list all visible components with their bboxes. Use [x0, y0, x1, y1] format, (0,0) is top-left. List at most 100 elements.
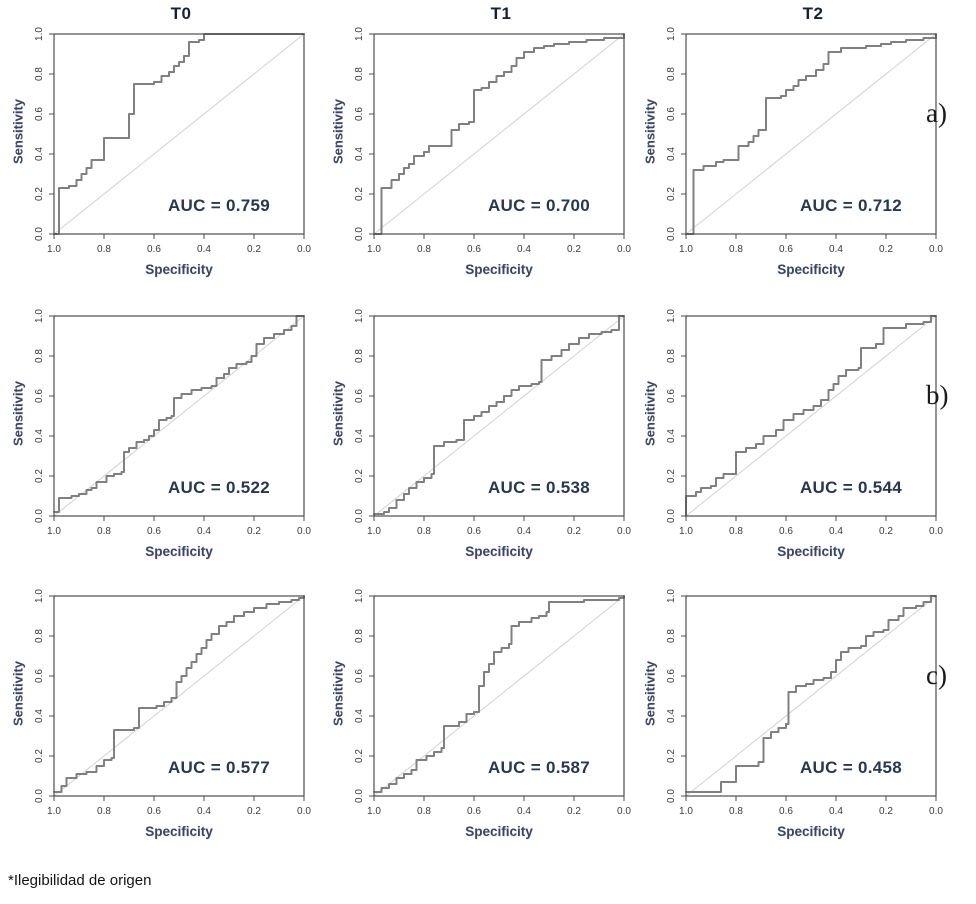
- svg-text:0.2: 0.2: [567, 526, 581, 537]
- svg-text:1.0: 1.0: [47, 806, 61, 817]
- svg-text:0.0: 0.0: [297, 244, 311, 255]
- svg-text:0.0: 0.0: [354, 789, 365, 803]
- svg-text:0.2: 0.2: [247, 526, 261, 537]
- roc-panel-c-t1: 1.0 0.8 0.6 0.4 0.2 0.0 0.0 0.2 0.4 0.6 0.8 1.0 Sen…: [328, 588, 640, 860]
- roc-plot-svg: 1.0 0.8 0.6 0.4 0.2 0.0 0.0 0.2 0.4 0.6 0.8 1.0: [34, 27, 311, 255]
- svg-text:0.2: 0.2: [247, 806, 261, 817]
- auc-value-label: AUC = 0.577: [167, 758, 271, 777]
- svg-text:0.6: 0.6: [34, 107, 45, 121]
- svg-text:0.6: 0.6: [666, 389, 677, 403]
- svg-text:1.0: 1.0: [354, 309, 365, 323]
- svg-text:0.8: 0.8: [417, 244, 431, 255]
- x-axis-label: Specificity: [145, 544, 213, 559]
- svg-text:0.8: 0.8: [666, 349, 677, 363]
- roc-plot-svg: 1.0 0.8 0.6 0.4 0.2 0.0 0.0 0.2 0.4 0.6 0.8 1.0: [666, 309, 943, 537]
- svg-text:1.0: 1.0: [34, 589, 45, 603]
- svg-text:0.0: 0.0: [666, 789, 677, 803]
- svg-text:0.2: 0.2: [879, 244, 893, 255]
- roc-panel-a-t1: T1 1.0 0.8 0.6 0.4 0.2 0.0 0.0 0.2 0.4 0.6 0.8 1.0 …: [328, 2, 640, 298]
- svg-text:1.0: 1.0: [679, 244, 693, 255]
- svg-text:0.8: 0.8: [354, 349, 365, 363]
- svg-text:0.2: 0.2: [247, 244, 261, 255]
- svg-text:1.0: 1.0: [666, 27, 677, 41]
- svg-text:0.2: 0.2: [666, 469, 677, 483]
- svg-text:1.0: 1.0: [34, 27, 45, 41]
- svg-text:0.2: 0.2: [34, 469, 45, 483]
- x-axis-label: Specificity: [777, 262, 845, 277]
- x-axis-label: Specificity: [777, 544, 845, 559]
- svg-text:0.0: 0.0: [666, 227, 677, 241]
- svg-text:0.4: 0.4: [197, 244, 211, 255]
- svg-text:0.4: 0.4: [197, 806, 211, 817]
- svg-text:0.6: 0.6: [34, 389, 45, 403]
- roc-plot-svg: 1.0 0.8 0.6 0.4 0.2 0.0 0.0 0.2 0.4 0.6 0.8 1.0: [354, 309, 631, 537]
- svg-text:0.8: 0.8: [666, 67, 677, 81]
- svg-text:1.0: 1.0: [367, 244, 381, 255]
- svg-text:0.0: 0.0: [617, 806, 631, 817]
- svg-text:0.6: 0.6: [666, 107, 677, 121]
- auc-value-label: AUC = 0.700: [487, 196, 591, 215]
- svg-text:0.0: 0.0: [297, 526, 311, 537]
- svg-text:0.6: 0.6: [779, 806, 793, 817]
- svg-text:0.6: 0.6: [779, 526, 793, 537]
- svg-text:0.8: 0.8: [729, 526, 743, 537]
- svg-text:0.2: 0.2: [567, 244, 581, 255]
- roc-panel-c-t0: 1.0 0.8 0.6 0.4 0.2 0.0 0.0 0.2 0.4 0.6 0.8 1.0 Sen…: [8, 588, 320, 860]
- svg-text:0.4: 0.4: [829, 526, 843, 537]
- panel-title-t2: T2: [802, 4, 824, 23]
- x-axis-label: Specificity: [465, 824, 533, 839]
- svg-text:0.0: 0.0: [617, 244, 631, 255]
- auc-value-label: AUC = 0.522: [167, 478, 271, 497]
- svg-text:1.0: 1.0: [354, 27, 365, 41]
- auc-value-label: AUC = 0.544: [799, 478, 903, 497]
- svg-text:0.0: 0.0: [929, 244, 943, 255]
- svg-text:0.2: 0.2: [354, 749, 365, 763]
- svg-text:0.0: 0.0: [354, 509, 365, 523]
- svg-text:0.4: 0.4: [354, 429, 365, 443]
- svg-text:0.4: 0.4: [829, 244, 843, 255]
- x-axis-label: Specificity: [145, 824, 213, 839]
- svg-text:0.0: 0.0: [617, 526, 631, 537]
- row-label-a: a): [926, 98, 947, 128]
- svg-text:0.6: 0.6: [354, 389, 365, 403]
- svg-text:0.8: 0.8: [354, 629, 365, 643]
- x-axis-label: Specificity: [465, 262, 533, 277]
- svg-text:0.4: 0.4: [829, 806, 843, 817]
- svg-text:0.4: 0.4: [666, 147, 677, 161]
- row-label-c: c): [926, 660, 947, 690]
- svg-text:0.8: 0.8: [666, 629, 677, 643]
- y-axis-label: Sensitivity: [330, 660, 346, 727]
- svg-text:0.0: 0.0: [929, 806, 943, 817]
- svg-text:0.6: 0.6: [354, 669, 365, 683]
- svg-text:0.2: 0.2: [34, 187, 45, 201]
- auc-value-label: AUC = 0.587: [487, 758, 591, 777]
- svg-text:1.0: 1.0: [34, 309, 45, 323]
- svg-text:1.0: 1.0: [367, 526, 381, 537]
- svg-text:1.0: 1.0: [47, 244, 61, 255]
- svg-text:0.2: 0.2: [567, 806, 581, 817]
- svg-text:0.0: 0.0: [666, 509, 677, 523]
- svg-text:0.4: 0.4: [517, 526, 531, 537]
- svg-text:0.8: 0.8: [97, 244, 111, 255]
- x-axis-label: Specificity: [465, 544, 533, 559]
- svg-text:0.6: 0.6: [147, 526, 161, 537]
- y-axis-label: Sensitivity: [10, 98, 26, 165]
- svg-text:0.2: 0.2: [879, 806, 893, 817]
- roc-panel-a-t2: T2 1.0 0.8 0.6 0.4 0.2 0.0 0.0 0.2 0.4 0.6 0.8 1.0 …: [640, 2, 952, 298]
- roc-plot-svg: 1.0 0.8 0.6 0.4 0.2 0.0 0.0 0.2 0.4 0.6 0.8 1.0: [666, 589, 943, 817]
- svg-text:0.4: 0.4: [354, 709, 365, 723]
- svg-text:0.6: 0.6: [354, 107, 365, 121]
- auc-value-label: AUC = 0.538: [487, 478, 591, 497]
- svg-text:0.4: 0.4: [666, 429, 677, 443]
- svg-text:0.2: 0.2: [354, 187, 365, 201]
- svg-text:1.0: 1.0: [354, 589, 365, 603]
- svg-text:0.8: 0.8: [97, 806, 111, 817]
- svg-text:0.4: 0.4: [197, 526, 211, 537]
- roc-plot-svg: 1.0 0.8 0.6 0.4 0.2 0.0 0.0 0.2 0.4 0.6 0.8 1.0: [354, 589, 631, 817]
- svg-text:0.0: 0.0: [34, 789, 45, 803]
- svg-text:0.0: 0.0: [34, 509, 45, 523]
- svg-text:0.8: 0.8: [729, 806, 743, 817]
- svg-text:0.6: 0.6: [666, 669, 677, 683]
- roc-plot-svg: 1.0 0.8 0.6 0.4 0.2 0.0 0.0 0.2 0.4 0.6 0.8 1.0: [34, 589, 311, 817]
- roc-plot-svg: 1.0 0.8 0.6 0.4 0.2 0.0 0.0 0.2 0.4 0.6 0.8 1.0: [354, 27, 631, 255]
